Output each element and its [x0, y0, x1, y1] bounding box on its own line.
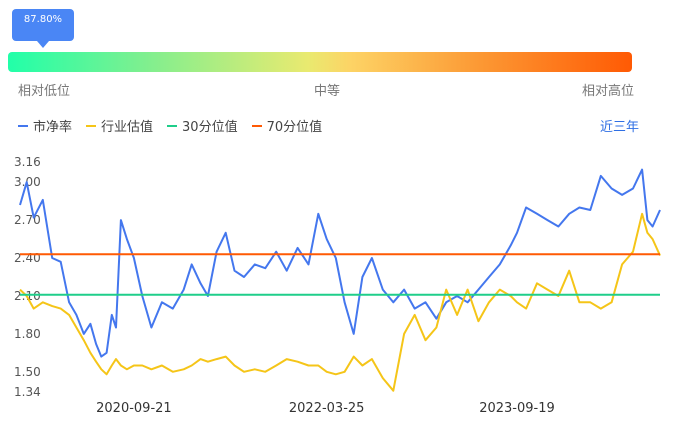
scale-label-low: 相对低位: [18, 84, 71, 99]
y-tick-label: 1.80: [14, 327, 41, 341]
x-axis-ticks: 2020-09-21 2022-03-25 2023-09-19: [96, 401, 555, 416]
percentile-badge: 87.80%: [12, 9, 74, 41]
percentile-value: 87.80%: [23, 14, 63, 25]
legend-item-p70[interactable]: 70分位值: [251, 116, 323, 135]
legend-label-pb: 市净率: [33, 120, 73, 135]
legend-swatch-p30: [167, 124, 178, 127]
y-tick-label: 1.50: [14, 365, 41, 379]
chart-legend: 市净率 行业估值 30分位值 70分位值: [18, 116, 322, 135]
y-axis-ticks: 3.163.002.702.402.101.801.501.34: [14, 155, 41, 399]
legend-item-pb[interactable]: 市净率: [18, 116, 72, 135]
legend-label-p30: 30分位值: [182, 120, 238, 135]
x-tick-label: 2022-03-25: [289, 401, 365, 416]
series-line-industry: [19, 212, 661, 392]
legend-item-p30[interactable]: 30分位值: [167, 116, 238, 135]
x-tick-label: 2020-09-21: [96, 401, 172, 416]
y-tick-label: 3.16: [14, 155, 41, 169]
legend-swatch-pb: [18, 124, 28, 127]
valuation-gradient-bar: [8, 52, 632, 72]
series-lines: [19, 168, 661, 392]
percentile-badge-pointer: [37, 41, 49, 48]
legend-label-industry: 行业估值: [101, 120, 154, 135]
legend-label-p70: 70分位值: [266, 120, 323, 135]
series-line-pb: [19, 168, 661, 358]
y-tick-label: 1.34: [14, 385, 41, 399]
range-selector[interactable]: 近三年: [600, 120, 640, 135]
y-tick-label: 2.70: [14, 213, 41, 227]
legend-swatch-industry: [86, 124, 97, 127]
x-tick-label: 2023-09-19: [479, 401, 555, 416]
scale-label-mid: 中等: [314, 84, 341, 99]
scale-label-high: 相对高位: [582, 84, 635, 99]
y-tick-label: 2.40: [14, 251, 41, 265]
legend-item-industry[interactable]: 行业估值: [86, 116, 153, 135]
legend-swatch-p70: [251, 124, 262, 127]
